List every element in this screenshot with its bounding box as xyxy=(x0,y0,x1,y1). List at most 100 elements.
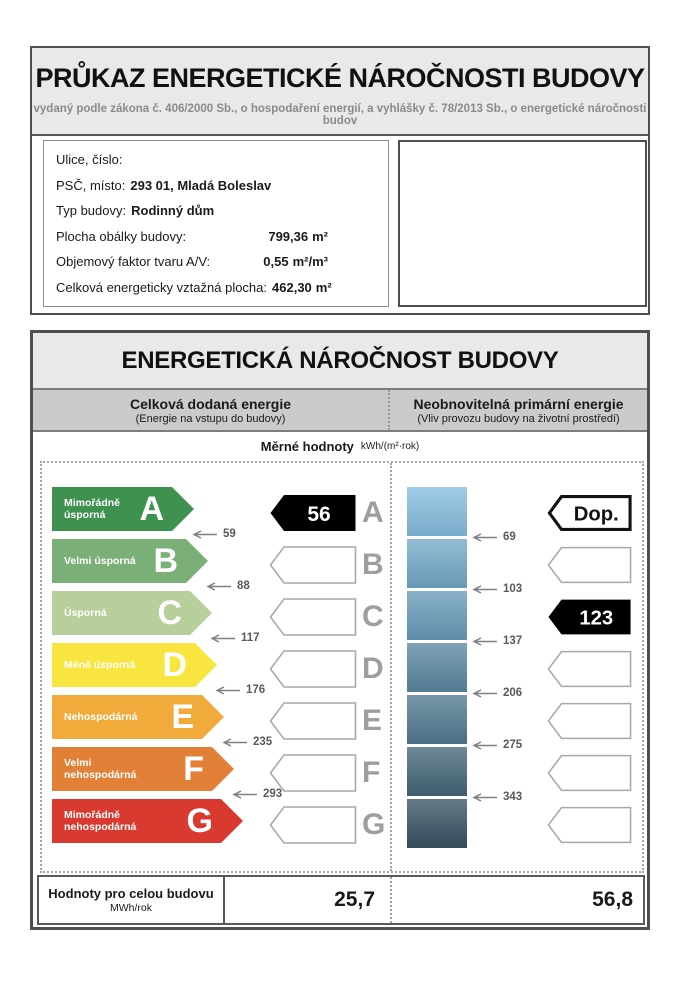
band-label: Úsporná xyxy=(64,607,107,619)
threshold-label: 59 xyxy=(192,528,236,540)
whole-building-values-row: Hodnoty pro celou budovu MWh/rok 25,7 56… xyxy=(37,875,645,925)
rating-row-f-left: Velmi nehospodárná F F 293 xyxy=(42,747,390,800)
rating-row-e-right: 275 xyxy=(392,695,642,751)
scale-letter: F xyxy=(362,756,381,789)
building-info-section: Ulice, číslo: PSČ, místo: 293 01, Mladá … xyxy=(32,136,648,311)
info-unit: m² xyxy=(315,279,332,295)
threshold-label: 69 xyxy=(472,531,516,543)
blue-scale-segment xyxy=(407,695,467,744)
band-arrow-d: Méně úsporná D xyxy=(52,643,217,687)
threshold-label: 275 xyxy=(472,739,522,751)
svg-text:Dop.: Dop. xyxy=(574,504,619,526)
left-arrow-icon xyxy=(232,789,257,799)
threshold-label: 137 xyxy=(472,635,522,647)
photo-placeholder-box xyxy=(398,140,647,307)
band-label: Nehospodárná xyxy=(64,711,138,723)
info-unit: m²/m³ xyxy=(292,254,328,269)
empty-arrow xyxy=(269,546,357,584)
column-subtitle: (Vliv provozu budovy na životní prostřed… xyxy=(417,412,620,425)
totals-label: Hodnoty pro celou budovu xyxy=(48,886,214,901)
measured-values-row: Měrné hodnoty kWh/(m²·rok) xyxy=(33,432,647,461)
threshold-value: 103 xyxy=(503,583,523,595)
empty-arrow xyxy=(547,650,632,688)
threshold-value: 343 xyxy=(503,791,523,803)
column-title: Celková dodaná energie xyxy=(129,395,292,412)
column-headers: Celková dodaná energie (Energie na vstup… xyxy=(33,388,647,432)
blue-scale-segment xyxy=(407,747,467,796)
info-row-street: Ulice, číslo: xyxy=(56,152,376,167)
recommended-arrow: Dop. xyxy=(547,495,632,531)
scale-letter: E xyxy=(362,704,383,737)
info-unit: m² xyxy=(312,228,328,244)
left-arrow-icon xyxy=(192,529,217,539)
threshold-label: 88 xyxy=(206,580,250,592)
band-letter: D xyxy=(162,646,187,684)
threshold-label: 235 xyxy=(222,736,272,748)
empty-arrow xyxy=(547,546,632,584)
info-row-reference-area: Celková energeticky vztažná plocha: 462,… xyxy=(56,280,376,295)
empty-arrow xyxy=(269,598,357,636)
left-arrow-icon xyxy=(210,633,235,643)
band-label: Velmi úsporná xyxy=(64,555,136,567)
left-arrow-icon xyxy=(472,584,497,594)
band-letter: G xyxy=(186,802,213,840)
rating-row-b-left: Velmi úsporná B B 88 xyxy=(42,539,390,592)
info-row-building-type: Typ budovy: Rodinný dům xyxy=(56,203,376,218)
threshold-label: 343 xyxy=(472,791,522,803)
rating-row-d-left: Méně úsporná D D 176 xyxy=(42,643,390,696)
rating-row-f-right: 343 xyxy=(392,747,642,803)
band-arrow-f: Velmi nehospodárná F xyxy=(52,747,234,791)
rating-row-a-right: Dop. 69 xyxy=(392,487,642,543)
info-label: Objemový faktor tvaru A/V: xyxy=(56,254,211,269)
empty-arrow xyxy=(547,806,632,844)
measured-values-unit: kWh/(m²·rok) xyxy=(360,441,420,452)
scale-letter: C xyxy=(362,600,384,633)
left-arrow-icon xyxy=(215,685,240,695)
info-value: 799,36 xyxy=(268,228,309,244)
threshold-value: 69 xyxy=(503,531,516,543)
building-info-block: Ulice, číslo: PSČ, místo: 293 01, Mladá … xyxy=(43,140,389,307)
rating-row-g-right xyxy=(392,799,642,851)
scale-letter: B xyxy=(362,548,384,581)
energy-rating-section: ENERGETICKÁ NÁROČNOST BUDOVY Celková dod… xyxy=(30,330,650,930)
svg-text:56: 56 xyxy=(307,503,330,526)
info-label: Celková energeticky vztažná plocha: xyxy=(56,279,268,295)
threshold-value: 293 xyxy=(263,788,283,800)
delivered-value-arrow: 56 xyxy=(270,495,356,531)
empty-arrow xyxy=(547,702,632,740)
certificate-header-section: PRŮKAZ ENERGETICKÉ NÁROČNOSTI BUDOVY vyd… xyxy=(30,46,650,315)
band-label: Mimořádně nehospodárná xyxy=(64,809,137,833)
rating-scale-chart: Mimořádně úsporná A 56 A 59 Velmi úsporn… xyxy=(40,461,644,873)
svg-text:123: 123 xyxy=(579,608,613,630)
info-row-city: PSČ, místo: 293 01, Mladá Boleslav xyxy=(56,178,376,193)
totals-unit: MWh/rok xyxy=(110,902,152,914)
band-label: Velmi nehospodárná xyxy=(64,757,137,781)
threshold-value: 235 xyxy=(253,736,273,748)
info-value: 462,30 xyxy=(272,279,312,295)
band-label: Mimořádně úsporná xyxy=(64,497,121,521)
info-value: Rodinný dům xyxy=(131,203,215,218)
band-letter: A xyxy=(139,490,164,528)
rating-row-c-left: Úsporná C C 117 xyxy=(42,591,390,644)
info-value: 0,55 xyxy=(263,254,289,269)
scale-letter: A xyxy=(362,496,384,529)
band-letter: C xyxy=(157,594,182,632)
rating-row-b-right: 103 xyxy=(392,539,642,595)
totals-primary-value: 56,8 xyxy=(592,888,633,911)
blue-scale-segment xyxy=(407,487,467,536)
totals-delivered-value: 25,7 xyxy=(225,877,392,923)
band-letter: B xyxy=(153,542,178,580)
blue-scale-segment xyxy=(407,799,467,848)
threshold-label: 176 xyxy=(215,684,265,696)
threshold-value: 206 xyxy=(503,687,523,699)
empty-arrow xyxy=(269,806,357,844)
rating-row-c-right: 123 137 xyxy=(392,591,642,647)
left-arrow-icon xyxy=(472,636,497,646)
threshold-value: 117 xyxy=(241,632,260,644)
scale-letter: G xyxy=(362,808,386,841)
left-arrow-icon xyxy=(472,532,497,542)
info-label: PSČ, místo: xyxy=(56,177,126,193)
blue-scale-segment xyxy=(407,643,467,692)
certificate-subtitle: vydaný podle zákona č. 406/2000 Sb., o h… xyxy=(33,103,647,127)
rating-row-g-left: Mimořádně nehospodárná G G xyxy=(42,799,390,851)
